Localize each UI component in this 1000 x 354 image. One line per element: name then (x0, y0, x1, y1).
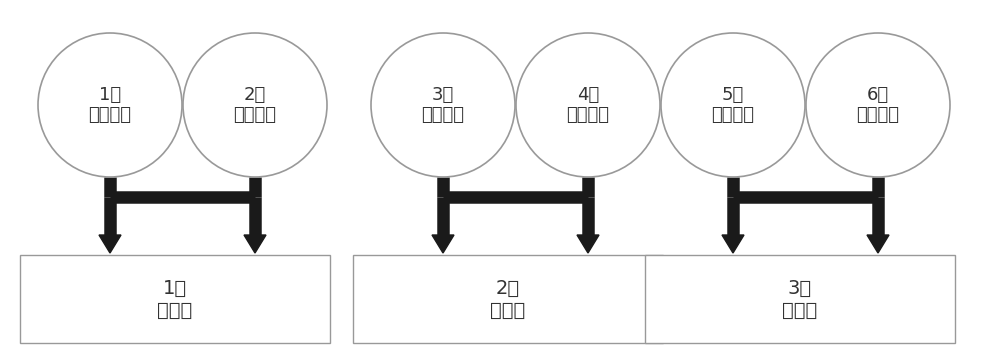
Text: 3号
加热炉: 3号 加热炉 (782, 279, 818, 320)
Circle shape (371, 33, 515, 177)
Bar (353, 255, 663, 343)
Text: 3号
助燃风机: 3号 助燃风机 (422, 86, 464, 124)
Circle shape (661, 33, 805, 177)
FancyArrow shape (99, 235, 121, 253)
Text: 5号
助燃风机: 5号 助燃风机 (712, 86, 755, 124)
Text: 1号
加热炉: 1号 加热炉 (157, 279, 193, 320)
Text: 2号
助燃风机: 2号 助燃风机 (234, 86, 276, 124)
FancyArrow shape (577, 235, 599, 253)
Text: 1号
助燃风机: 1号 助燃风机 (88, 86, 132, 124)
FancyArrow shape (244, 235, 266, 253)
FancyArrow shape (432, 235, 454, 253)
Circle shape (183, 33, 327, 177)
Bar (20, 255, 330, 343)
Circle shape (38, 33, 182, 177)
Text: 4号
助燃风机: 4号 助燃风机 (566, 86, 610, 124)
FancyArrow shape (722, 235, 744, 253)
Circle shape (806, 33, 950, 177)
Text: 2号
加热炉: 2号 加热炉 (490, 279, 526, 320)
Circle shape (516, 33, 660, 177)
Text: 6号
助燃风机: 6号 助燃风机 (856, 86, 900, 124)
Bar (645, 255, 955, 343)
FancyArrow shape (867, 235, 889, 253)
